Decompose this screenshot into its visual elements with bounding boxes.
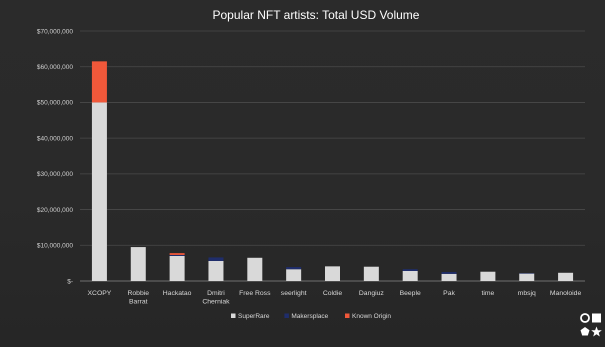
bar-segment-superrare — [130, 247, 146, 281]
bar-segment-makersplace — [208, 257, 224, 261]
bar-segment-superrare — [363, 266, 379, 281]
x-tick-label-line: mbsjq — [518, 290, 536, 297]
x-tick-label: Manoloide — [550, 290, 582, 297]
bar-segment-known-origin — [169, 253, 185, 255]
y-tick-label: $70,000,000 — [37, 28, 74, 35]
x-tick-label: time — [481, 290, 494, 297]
x-tick-label: Hackatao — [163, 290, 192, 297]
bar-segment-makersplace — [169, 254, 185, 256]
bar-segment-superrare — [558, 272, 574, 281]
bar-segment-makersplace — [519, 273, 535, 274]
x-tick-label: mbsjq — [518, 290, 536, 297]
x-tick-label: Dmitri Cherniak — [202, 290, 230, 306]
x-tick-label: Pak — [443, 290, 455, 297]
x-tick-label-line: Barrat — [129, 299, 148, 306]
bar-segment-superrare — [247, 257, 263, 281]
star-icon — [591, 326, 602, 337]
x-tick-label-line: Dangiuz — [359, 290, 385, 297]
y-tick-label: $- — [67, 278, 73, 285]
shape-icons-group — [579, 311, 603, 341]
bar-segment-makersplace — [286, 267, 302, 270]
bar-segment-superrare — [286, 269, 302, 281]
x-tick-label-line: Manoloide — [550, 290, 582, 297]
x-axis-labels: XCOPY Robbie Barrat Hackatao Dmitri Cherniak F… — [88, 290, 582, 306]
chart-title: Popular NFT artists: Total USD Volume — [213, 8, 420, 22]
gridlines — [80, 30, 585, 282]
x-tick-label-line: seerlight — [281, 290, 307, 297]
x-tick-label: Coldie — [323, 290, 342, 297]
x-tick-label-line: Beeple — [400, 290, 421, 297]
pentagon-icon — [580, 327, 590, 336]
x-tick-label: Free Ross — [239, 290, 271, 297]
bar-segment-superrare — [519, 273, 535, 281]
y-tick-label: $30,000,000 — [37, 171, 74, 178]
legend-swatch-known-origin — [345, 313, 350, 318]
bar-segment-superrare — [402, 271, 418, 281]
bar-segment-superrare — [325, 266, 340, 281]
x-tick-label: seerlight — [281, 290, 307, 297]
bar-segment-makersplace — [441, 272, 457, 274]
bars — [91, 61, 574, 281]
y-tick-label: $50,000,000 — [37, 100, 74, 107]
x-tick-label-line: Pak — [443, 290, 455, 297]
bar-segment-makersplace — [402, 269, 418, 271]
bar-segment-superrare — [208, 261, 224, 281]
legend: SuperRare Makersplace Known Origin — [231, 313, 391, 320]
y-tick-label: $10,000,000 — [37, 243, 74, 250]
bar-segment-superrare — [91, 102, 107, 281]
bar-segment-known-origin — [91, 61, 107, 103]
x-tick-label: Dangiuz — [359, 290, 385, 297]
legend-label-known-origin: Known Origin — [352, 313, 391, 320]
x-tick-label-line: Free Ross — [239, 290, 271, 297]
x-tick-label-line: XCOPY — [88, 290, 112, 297]
x-tick-label-line: Robbie — [127, 290, 149, 297]
y-tick-label: $40,000,000 — [37, 135, 74, 142]
x-tick-label-line: Coldie — [323, 290, 342, 297]
square-icon — [592, 313, 601, 323]
y-tick-label: $20,000,000 — [37, 207, 74, 214]
x-tick-label-line: time — [481, 290, 494, 297]
bar-segment-superrare — [441, 273, 457, 281]
x-tick-label: XCOPY — [88, 290, 112, 297]
y-axis-ticks: $- $10,000,000 $20,000,000 $30,000,000 $40,0… — [37, 28, 74, 285]
x-tick-label: Robbie Barrat — [127, 290, 149, 306]
legend-label-makersplace: Makersplace — [291, 313, 328, 320]
y-tick-label: $60,000,000 — [37, 64, 74, 71]
x-tick-label-line: Hackatao — [163, 290, 192, 297]
legend-label-superrare: SuperRare — [238, 313, 270, 320]
x-tick-label-line: Cherniak — [202, 299, 230, 306]
bar-segment-superrare — [480, 271, 496, 281]
circle-outline-icon — [580, 313, 590, 323]
legend-swatch-makersplace — [284, 313, 289, 318]
bar-segment-superrare — [169, 256, 185, 281]
x-tick-label-line: Dmitri — [207, 290, 225, 297]
legend-swatch-superrare — [231, 313, 236, 318]
x-tick-label: Beeple — [400, 290, 421, 297]
